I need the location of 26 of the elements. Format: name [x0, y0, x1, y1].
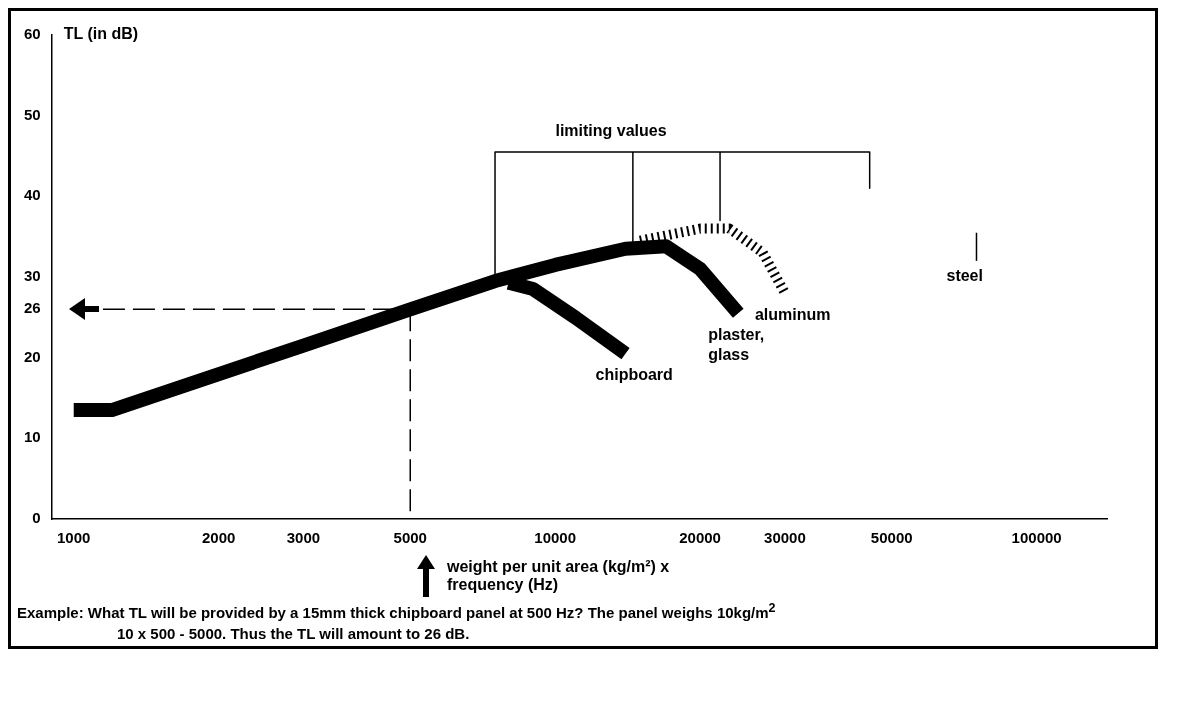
- x-tick-label: 30000: [764, 529, 806, 547]
- series-label: aluminum: [754, 305, 831, 323]
- x-tick-label: 100000: [1011, 529, 1062, 547]
- x-tick-label: 20000: [679, 529, 721, 547]
- x-tick-label: 50000: [870, 529, 913, 547]
- series-label: steel: [946, 267, 983, 285]
- y-tick-label: 20: [24, 347, 41, 365]
- y-tick-label: 0: [32, 509, 41, 527]
- x-tick-label: 2000: [201, 529, 236, 547]
- annotation: limiting values: [555, 122, 667, 140]
- series-label: chipboard: [595, 366, 673, 384]
- series-label: plaster, glass: [708, 325, 765, 363]
- x-tick-label: 3000: [286, 529, 321, 547]
- text: 10 x 500 - 5000. Thus the TL will amount to 26 dB.: [117, 625, 471, 642]
- text: Example: What TL will be provided by a 15mm thick chipboard panel at 500 Hz? The panel weighs 10kg/m$^{2}$: [17, 601, 777, 621]
- x-tick-label: 5000: [393, 529, 427, 547]
- y-tick-label: 40: [24, 186, 41, 204]
- y-tick-label: 60: [24, 25, 41, 43]
- y-tick-label: 10: [24, 428, 41, 446]
- x-axis-title: weight per unit area (kg/m²) x frequency (Hz): [447, 558, 671, 594]
- y-tick-label: 50: [24, 105, 41, 123]
- y-tick-label: 26: [24, 299, 41, 317]
- x-tick-label: 1000: [57, 529, 91, 547]
- y-tick-label: 30: [24, 267, 41, 285]
- y-axis-title: TL (in dB): [63, 25, 139, 43]
- x-tick-label: 10000: [534, 529, 577, 547]
